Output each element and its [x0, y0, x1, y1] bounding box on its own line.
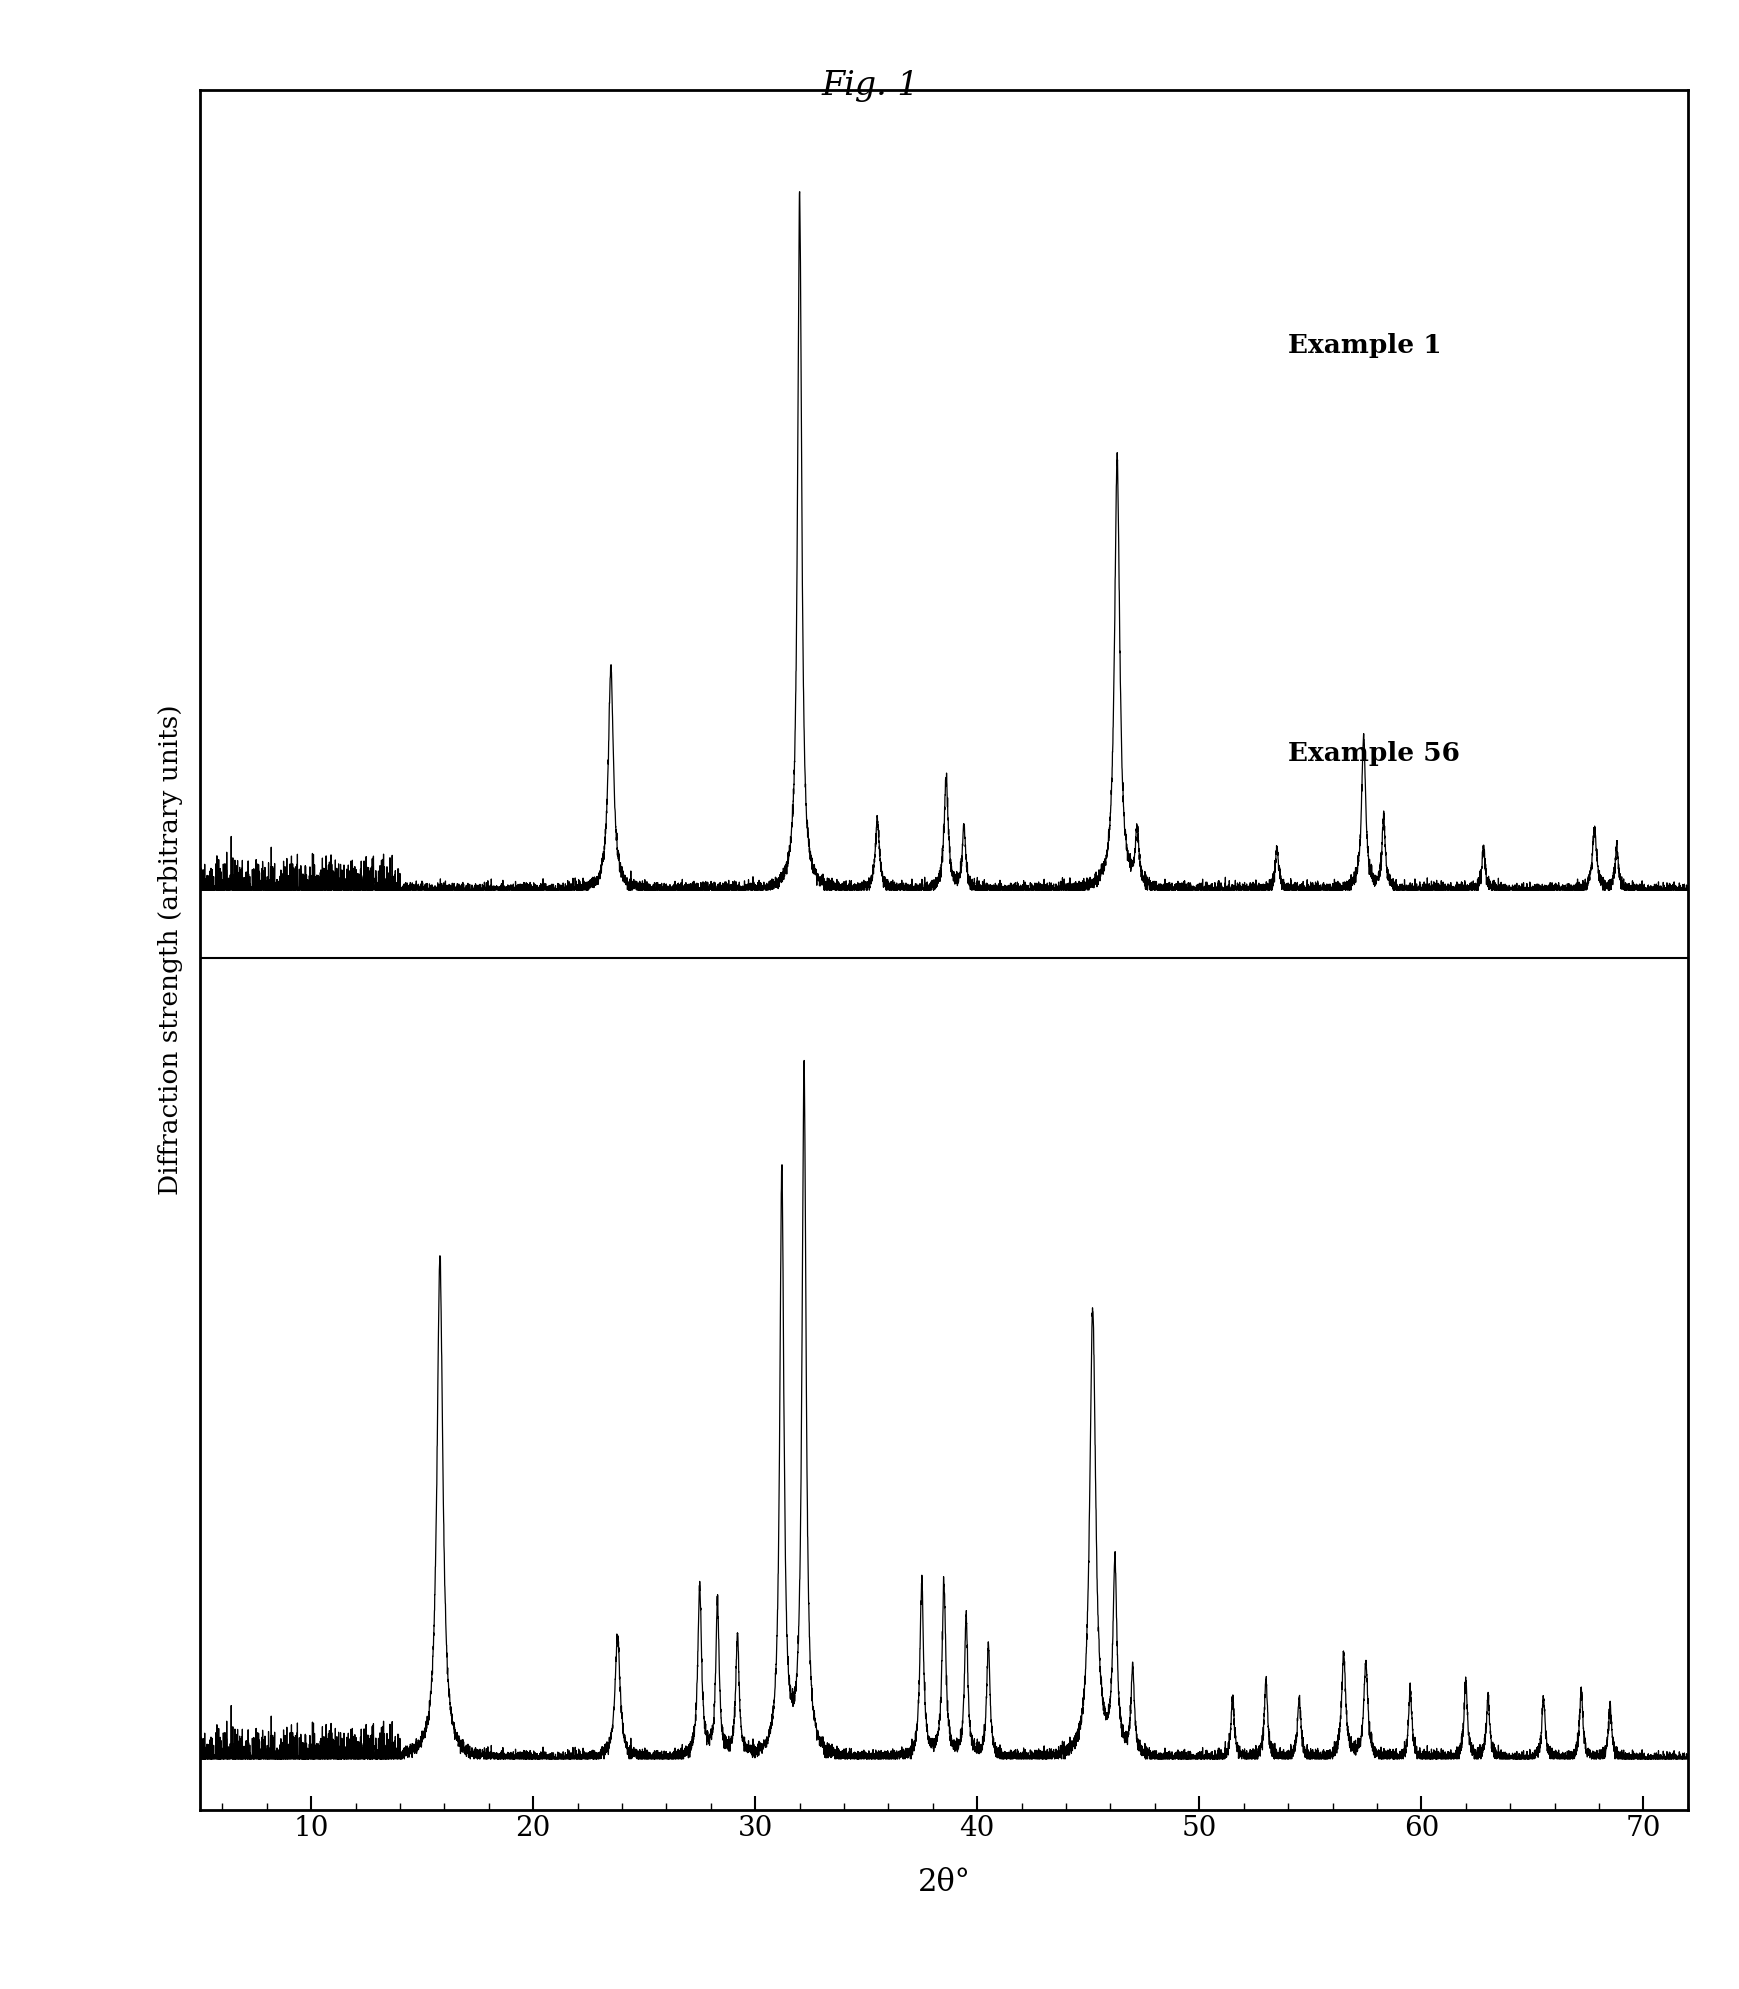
- Y-axis label: Diffraction strength (arbitrary units): Diffraction strength (arbitrary units): [158, 704, 183, 1195]
- Text: Example 56: Example 56: [1287, 742, 1459, 766]
- X-axis label: 2θ°: 2θ°: [916, 1868, 970, 1898]
- Text: Example 1: Example 1: [1287, 332, 1442, 358]
- Text: Fig. 1: Fig. 1: [821, 70, 918, 101]
